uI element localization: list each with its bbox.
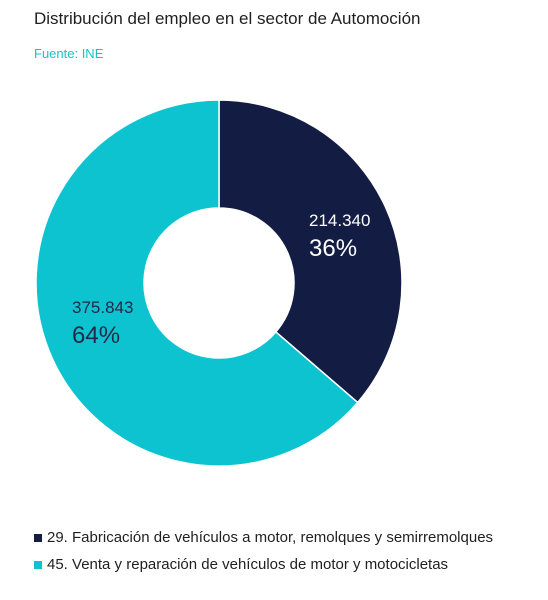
slice-venta	[35, 99, 359, 467]
percent-label-fabricacion: 36%	[309, 235, 357, 262]
legend-item-venta: 45. Venta y reparación de vehículos de m…	[34, 551, 493, 578]
legend-swatch-venta	[34, 560, 42, 569]
value-label-fabricacion: 214.340	[309, 211, 370, 230]
value-label-venta: 375.843	[72, 298, 133, 317]
chart-title: Distribución del empleo en el sector de …	[34, 9, 421, 28]
donut-chart: 214.340 36% 375.843 64%	[35, 99, 403, 467]
legend-label-venta: 45. Venta y reparación de vehículos de m…	[47, 556, 449, 573]
percent-label-venta: 64%	[72, 322, 120, 349]
legend-label-fabricacion: 29. Fabricación de vehículos a motor, re…	[47, 529, 494, 546]
legend-item-fabricacion: 29. Fabricación de vehículos a motor, re…	[34, 524, 493, 551]
slice-fabricacion	[218, 99, 403, 404]
legend: 29. Fabricación de vehículos a motor, re…	[34, 524, 493, 578]
chart-source: Fuente: INE	[34, 46, 104, 61]
legend-swatch-fabricacion	[34, 533, 42, 542]
